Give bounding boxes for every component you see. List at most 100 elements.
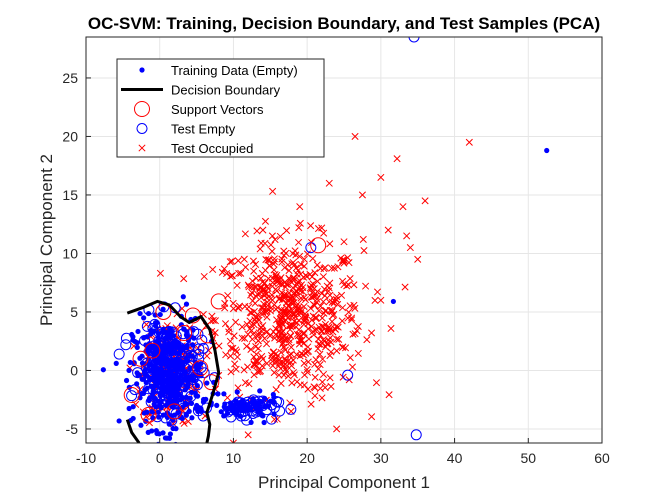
test-occupied-point [328,308,336,316]
test-occupied-point [268,291,276,299]
training-data-empty-point [126,405,132,412]
test-occupied-point [307,281,315,289]
legend: Training Data (Empty) Decision Boundary Su… [116,58,325,158]
test-occupied-point [272,325,280,333]
training-data-empty-point [127,359,133,366]
training-data-empty-point [153,428,159,434]
test-occupied-point [268,247,276,255]
support-vectors-point [166,403,183,420]
test-occupied-point [296,352,304,360]
test-occupied-point [258,331,266,339]
test-occupied-point [303,273,311,281]
axis-ticks: -10 0 10 20 30 40 50 60 -5 0 5 10 15 20 25 [62,70,610,466]
test-occupied-point [258,310,266,319]
test-occupied-point [348,363,357,371]
chart-title: OC-SVM: Training, Decision Boundary, and… [88,14,600,33]
test-occupied-point [263,313,271,321]
test-empty-point [146,345,158,357]
training-data-empty-point [261,419,267,426]
training-data-empty-point [187,395,193,401]
support-vectors-point [210,293,227,310]
test-occupied-point [225,325,233,333]
test-occupied-point [285,351,294,359]
training-data-empty-point [145,429,151,435]
test-empty-point [152,358,164,370]
test-occupied-point [241,230,249,238]
test-empty-point [248,394,260,406]
test-occupied-point [341,344,350,352]
test-occupied-point [284,372,292,380]
test-occupied-point [351,132,359,141]
training-data-empty-point [189,342,196,348]
test-occupied-point [259,226,267,234]
test-occupied-point [314,345,322,353]
test-occupied-point [275,280,283,288]
test-occupied-point [319,298,327,306]
test-occupied-point [288,321,296,329]
test-occupied-point [293,319,301,327]
test-occupied-point [227,344,235,352]
series-support-vectors [123,237,327,423]
test-empty-point [126,390,138,402]
test-occupied-point [320,337,328,345]
test-occupied-point [263,294,271,302]
series-decision-boundary [125,299,221,443]
test-occupied-point [318,378,326,386]
test-occupied-point [200,272,208,281]
training-data-empty-point [179,415,185,421]
test-occupied-point [311,384,319,392]
legend-label: Support Vectors [171,102,264,117]
test-empty-point [174,342,186,354]
test-empty-point [160,384,172,396]
test-occupied-point [240,255,248,263]
test-occupied-point [296,252,304,260]
test-occupied-point [229,305,238,313]
test-occupied-point [257,288,265,296]
training-data-empty-point [130,415,136,422]
test-occupied-point [293,288,301,296]
test-occupied-point [268,357,276,365]
test-occupied-point [297,270,305,278]
test-occupied-point [254,344,262,353]
training-data-empty-point [126,367,132,373]
legend-box [116,58,325,158]
test-occupied-point [290,371,298,379]
test-empty-point [222,401,234,413]
test-empty-point [156,328,168,340]
test-occupied-point [273,316,281,324]
test-occupied-point [327,338,335,346]
x-tick-label: 40 [447,450,463,466]
training-data-empty-point [234,389,240,395]
legend-marker-icon [138,144,146,152]
test-occupied-point [278,340,286,348]
test-occupied-point [290,274,298,282]
test-empty-point [120,339,132,351]
test-occupied-point [310,293,318,301]
y-tick-label: 15 [62,187,78,203]
test-empty-point [120,332,132,344]
test-empty-point [187,373,199,385]
test-occupied-point [303,366,311,374]
test-occupied-point [226,272,235,280]
test-occupied-point [252,274,260,282]
test-occupied-point [300,293,308,302]
x-tick-label: 10 [226,450,242,466]
test-occupied-point [278,296,286,304]
test-occupied-point [315,323,323,331]
test-empty-point [195,361,207,373]
test-occupied-point [340,259,348,267]
test-occupied-point [286,332,295,340]
test-occupied-point [326,374,334,382]
test-occupied-point [333,425,341,433]
test-occupied-point [267,304,275,312]
test-occupied-point [311,373,319,381]
training-data-empty-point [141,335,147,341]
test-occupied-point [233,353,241,361]
test-empty-point [177,328,189,340]
test-empty-point [225,404,237,416]
test-occupied-point [269,278,277,287]
test-occupied-point [307,304,315,312]
test-empty-point [185,390,197,402]
test-occupied-point [218,268,226,276]
test-occupied-point [346,274,354,283]
